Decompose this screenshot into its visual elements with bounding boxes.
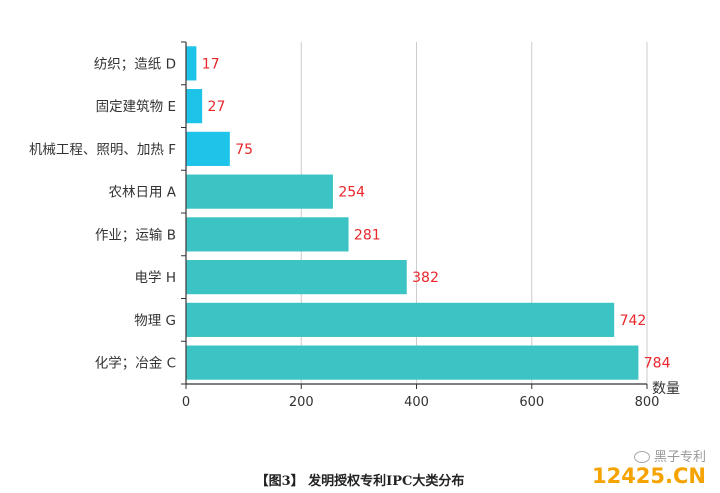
x-tick-label: 400 [404, 395, 429, 410]
x-tick-label: 600 [519, 395, 544, 410]
data-label: 17 [202, 56, 220, 72]
category-label: 纺织；造纸 D [94, 56, 176, 72]
bar [186, 89, 203, 124]
bar [186, 217, 349, 252]
data-label: 27 [208, 99, 226, 115]
x-axis-unit-label: 数量 [652, 381, 680, 397]
wechat-icon [633, 450, 650, 463]
bars [186, 46, 639, 380]
bar [186, 345, 639, 380]
category-label: 化学；冶金 C [95, 356, 176, 372]
data-label: 254 [338, 185, 365, 201]
figure-caption: 【图3】 发明授权专利IPC大类分布 [255, 474, 465, 489]
bar [186, 46, 197, 81]
category-label: 作业；运输 B [95, 227, 176, 243]
data-label: 75 [235, 142, 253, 158]
data-label: 784 [644, 356, 671, 372]
bar [186, 131, 230, 166]
category-label: 电学 H [135, 270, 176, 286]
category-label: 机械工程、照明、加热 F [29, 142, 176, 158]
bar [186, 302, 615, 337]
data-label: 281 [354, 227, 381, 243]
data-label: 742 [620, 313, 647, 329]
watermark: 黑子专利 12425.CN [592, 446, 706, 487]
x-tick-label: 800 [635, 395, 660, 410]
category-label: 物理 G [134, 313, 176, 329]
watermark-logo: 12425.CN [591, 464, 706, 488]
category-label: 农林日用 A [108, 185, 176, 201]
labels: 0 200 400 600 800 17 纺织；造纸 D 27 固定建筑物 E 75 机械工程、照明… [29, 56, 671, 410]
category-label: 固定建筑物 E [96, 99, 176, 115]
bar [186, 260, 407, 295]
bar [186, 174, 333, 209]
axes [181, 41, 648, 389]
bar-chart: 0 200 400 600 800 17 纺织；造纸 D 27 固定建筑物 E 75 机械工程、照明… [29, 41, 680, 410]
watermark-top-line: 黑子专利 [592, 446, 706, 465]
data-label: 382 [412, 270, 439, 286]
x-tick-label: 200 [289, 395, 314, 410]
x-tick-label: 0 [182, 395, 190, 410]
watermark-account-name: 黑子专利 [653, 450, 706, 465]
